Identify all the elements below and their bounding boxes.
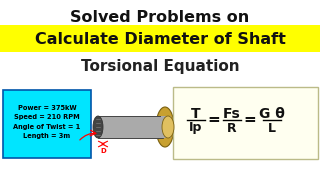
FancyBboxPatch shape <box>3 90 91 158</box>
Text: R: R <box>227 122 237 134</box>
Ellipse shape <box>93 116 103 138</box>
FancyBboxPatch shape <box>173 87 318 159</box>
Ellipse shape <box>162 116 174 138</box>
Bar <box>0 25 320 52</box>
Text: =: = <box>208 112 220 127</box>
Text: Fs: Fs <box>223 107 241 121</box>
Text: Solved Problems on: Solved Problems on <box>70 10 250 26</box>
Text: Ip: Ip <box>189 122 203 134</box>
Text: L: L <box>268 122 276 134</box>
Text: G θ: G θ <box>259 107 285 121</box>
Ellipse shape <box>156 107 174 147</box>
Bar <box>161 116 171 138</box>
Text: Power = 375kW
Speed = 210 RPM
Angle of Twist = 1
Length = 3m: Power = 375kW Speed = 210 RPM Angle of T… <box>13 105 81 139</box>
Text: =: = <box>244 112 256 127</box>
Bar <box>98 116 163 138</box>
Text: Torsional Equation: Torsional Equation <box>81 60 239 75</box>
Text: T: T <box>191 107 201 121</box>
Text: Calculate Diameter of Shaft: Calculate Diameter of Shaft <box>35 31 285 46</box>
Text: D: D <box>100 148 106 154</box>
